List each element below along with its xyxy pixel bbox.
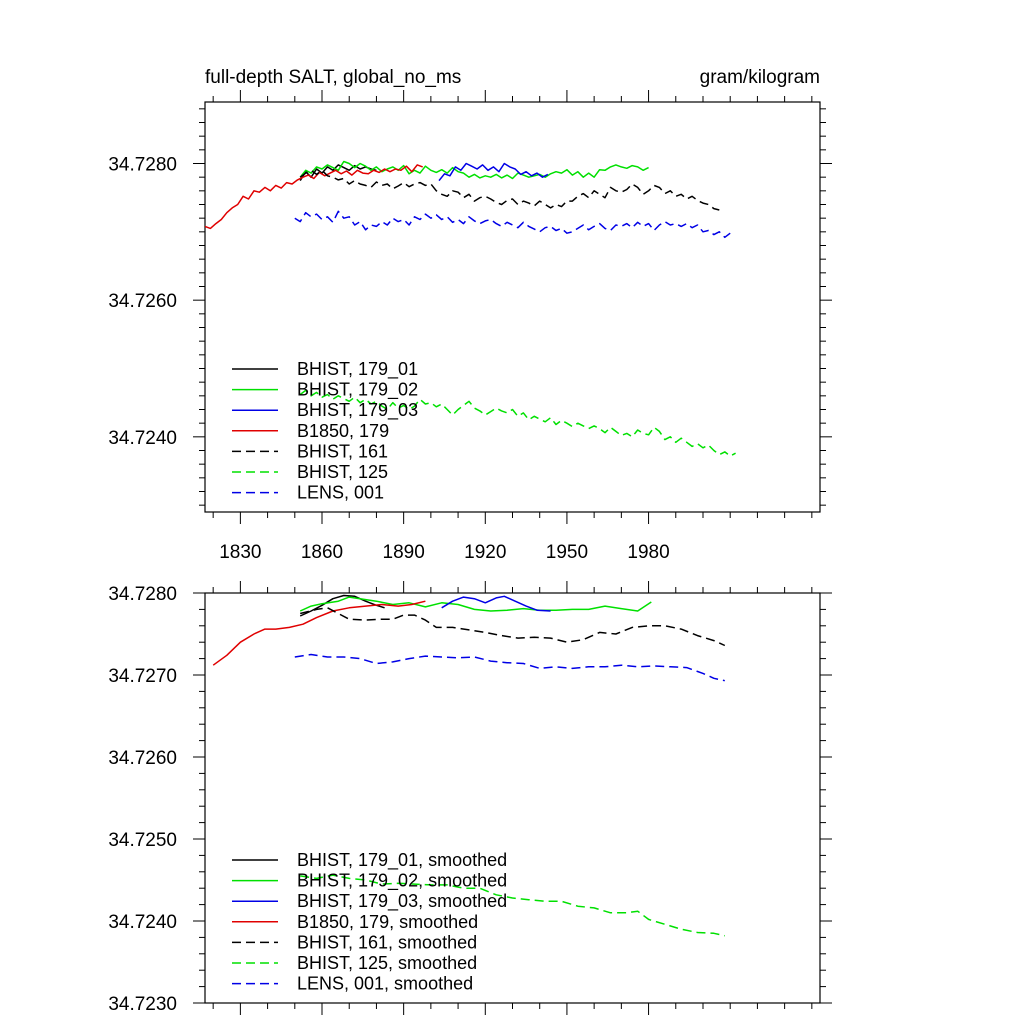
series-group-0 <box>205 160 736 457</box>
legend-label-bhist-125: BHIST, 125 <box>297 462 388 482</box>
y-tick-label: 34.7280 <box>108 584 177 605</box>
legend-label-b1850-179-smoothed: B1850, 179, smoothed <box>297 912 478 932</box>
legend-label-b1850-179: B1850, 179 <box>297 421 389 441</box>
y-tick-label: 34.7270 <box>108 666 177 687</box>
y-tick-label: 34.7250 <box>108 830 177 851</box>
series-line-bhist-179-03-smoothed <box>441 595 551 612</box>
y-tick-label: 34.7280 <box>108 155 177 176</box>
series-group-1 <box>212 594 726 937</box>
x-tick-label: 1860 <box>301 542 343 563</box>
top-panel-units: gram/kilogram <box>700 67 820 88</box>
x-tick-label: 1980 <box>627 542 669 563</box>
series-line-bhist-125-smoothed <box>300 874 725 937</box>
series-line-b1850-179-smoothed <box>212 600 426 666</box>
series-line-bhist-179-01 <box>299 164 377 181</box>
series-line-lens-001 <box>294 210 731 239</box>
y-tick-label: 34.7240 <box>108 912 177 933</box>
series-line-bhist-179-03 <box>438 162 549 182</box>
legend-label-bhist-161: BHIST, 161 <box>297 441 388 461</box>
top-panel: full-depth SALT, global_no_ms gram/kilog… <box>108 67 832 563</box>
series-line-bhist-179-02 <box>299 160 649 180</box>
top-panel-title: full-depth SALT, global_no_ms <box>205 67 461 88</box>
series-line-bhist-179-02-smoothed <box>299 596 652 612</box>
legend-label-bhist-179-03: BHIST, 179_03 <box>297 400 418 421</box>
legend-label-bhist-161-smoothed: BHIST, 161, smoothed <box>297 932 477 952</box>
y-tick-label: 34.7240 <box>108 428 177 449</box>
legend-label-bhist-179-01: BHIST, 179_01 <box>297 359 418 380</box>
legend-label-bhist-179-02: BHIST, 179_02 <box>297 380 418 401</box>
series-line-lens-001-smoothed <box>294 653 725 682</box>
x-tick-label: 1890 <box>383 542 425 563</box>
legend-label-bhist-179-03-smoothed: BHIST, 179_03, smoothed <box>297 891 507 912</box>
series-line-bhist-161 <box>299 169 720 211</box>
legend-label-bhist-179-01-smoothed: BHIST, 179_01, smoothed <box>297 850 507 871</box>
y-tick-label: 34.7260 <box>108 748 177 769</box>
legend-label-lens-001: LENS, 001 <box>297 483 384 503</box>
x-tick-label: 1830 <box>219 542 261 563</box>
x-tick-label: 1920 <box>464 542 506 563</box>
x-tick-label: 1950 <box>546 542 588 563</box>
legend-label-lens-001-smoothed: LENS, 001, smoothed <box>297 974 473 994</box>
y-tick-label: 34.7260 <box>108 291 177 312</box>
legend-label-bhist-179-02-smoothed: BHIST, 179_02, smoothed <box>297 871 507 892</box>
series-line-b1850-179 <box>205 164 423 230</box>
bottom-panel: 34.7230 34.7240 34.7250 34.7260 34.7270 34.72… <box>108 581 832 1015</box>
legend-label-bhist-125-smoothed: BHIST, 125, smoothed <box>297 953 477 973</box>
y-tick-label: 34.7230 <box>108 994 177 1015</box>
series-line-bhist-125 <box>299 389 736 457</box>
series-line-bhist-161-smoothed <box>300 607 726 647</box>
